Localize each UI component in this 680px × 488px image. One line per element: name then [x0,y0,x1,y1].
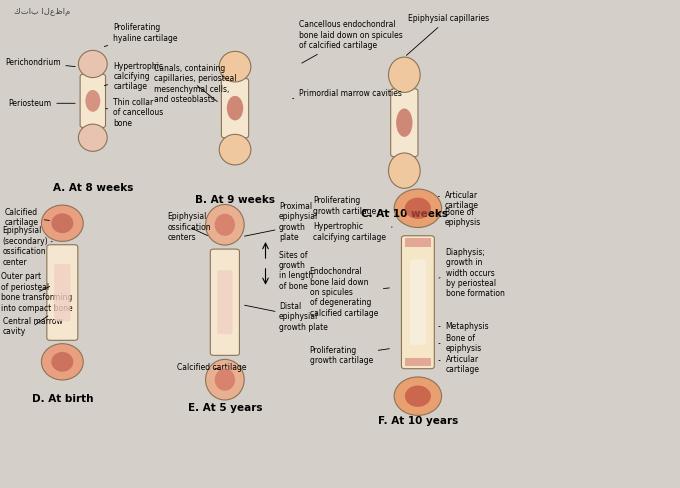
FancyBboxPatch shape [54,264,71,321]
Text: Hypertrophic
calcifying cartilage: Hypertrophic calcifying cartilage [313,222,392,242]
Ellipse shape [219,134,251,165]
FancyBboxPatch shape [47,244,78,340]
Text: Endochondral
bone laid down
on spicules
of degenerating
calcified cartilage: Endochondral bone laid down on spicules … [309,267,390,318]
Text: Central marrow
cavity: Central marrow cavity [3,316,63,336]
Text: Periosteum: Periosteum [8,99,75,108]
Ellipse shape [215,214,235,236]
Ellipse shape [215,368,235,391]
Text: Calcified
cartilage: Calcified cartilage [5,207,50,227]
Text: Bone of
epiphysis: Bone of epiphysis [438,207,481,227]
Ellipse shape [78,50,107,78]
Ellipse shape [405,198,431,219]
Text: Proliferating
growth cartilage: Proliferating growth cartilage [313,197,390,216]
Text: Sites of
growth
in length
of bone: Sites of growth in length of bone [279,250,313,291]
Text: E. At 5 years: E. At 5 years [188,404,262,413]
Text: Canals, containing
capillaries, periosteal
mesenchymal cells,
and osteoblasts: Canals, containing capillaries, perioste… [154,64,236,104]
FancyBboxPatch shape [217,270,233,334]
Text: F. At 10 years: F. At 10 years [378,416,458,426]
Text: كتاب العظام: كتاب العظام [14,6,70,16]
Text: A. At 8 weeks: A. At 8 weeks [52,183,133,193]
Text: Epiphysial
ossification
centers: Epiphysial ossification centers [167,212,211,242]
Ellipse shape [405,386,431,407]
Bar [405,238,431,247]
Text: Articular
cartilage: Articular cartilage [439,355,479,374]
Text: Thin collar
of cancellous
bone: Thin collar of cancellous bone [105,98,163,128]
Text: Diaphysis;
growth in
width occurs
by periosteal
bone formation: Diaphysis; growth in width occurs by per… [439,248,505,299]
Text: Primordial marrow cavities: Primordial marrow cavities [292,89,403,99]
Ellipse shape [205,359,244,400]
Ellipse shape [394,189,441,227]
Text: Proximal
epiphysial
growth
plate: Proximal epiphysial growth plate [279,202,318,242]
Text: Distal
epiphysial
growth plate: Distal epiphysial growth plate [279,302,328,332]
FancyBboxPatch shape [210,249,239,355]
Text: C. At 10 weeks: C. At 10 weeks [361,209,448,219]
Text: Hypertrophic
calcifying
cartilage: Hypertrophic calcifying cartilage [104,61,163,91]
Text: Calcified cartilage: Calcified cartilage [177,363,247,372]
Text: Perichondrium: Perichondrium [5,58,75,66]
Bar [405,358,431,366]
FancyBboxPatch shape [401,236,435,369]
Ellipse shape [205,204,244,245]
Ellipse shape [388,57,420,92]
Ellipse shape [41,344,83,380]
Text: B. At 9 weeks: B. At 9 weeks [195,195,275,205]
Ellipse shape [227,96,243,121]
Text: Outer part
of periosteal
bone transforming
into compact bone: Outer part of periosteal bone transformi… [1,272,73,313]
Text: Proliferating
hyaline cartilage: Proliferating hyaline cartilage [104,23,177,47]
Text: Proliferating
growth cartilage: Proliferating growth cartilage [309,346,390,366]
Text: Cancellous endochondral
bone laid down on spicules
of calcified cartilage: Cancellous endochondral bone laid down o… [299,20,403,63]
FancyBboxPatch shape [80,74,105,127]
Text: Bone of
epiphysis: Bone of epiphysis [439,334,482,353]
Ellipse shape [394,377,441,415]
Text: Metaphysis: Metaphysis [439,322,490,331]
Ellipse shape [396,108,413,137]
Text: D. At birth: D. At birth [31,394,93,404]
Ellipse shape [86,90,100,112]
Ellipse shape [51,352,73,372]
Ellipse shape [51,213,73,233]
Text: Articular
cartilage: Articular cartilage [438,191,479,210]
Ellipse shape [388,153,420,188]
FancyBboxPatch shape [410,260,426,345]
Ellipse shape [78,124,107,151]
Ellipse shape [219,51,251,82]
FancyBboxPatch shape [391,89,418,157]
FancyBboxPatch shape [222,79,249,138]
Text: Epiphysial
(secondary)
ossification
center: Epiphysial (secondary) ossification cent… [3,226,52,266]
Ellipse shape [41,205,83,242]
Text: Epiphysial capillaries: Epiphysial capillaries [407,14,489,55]
